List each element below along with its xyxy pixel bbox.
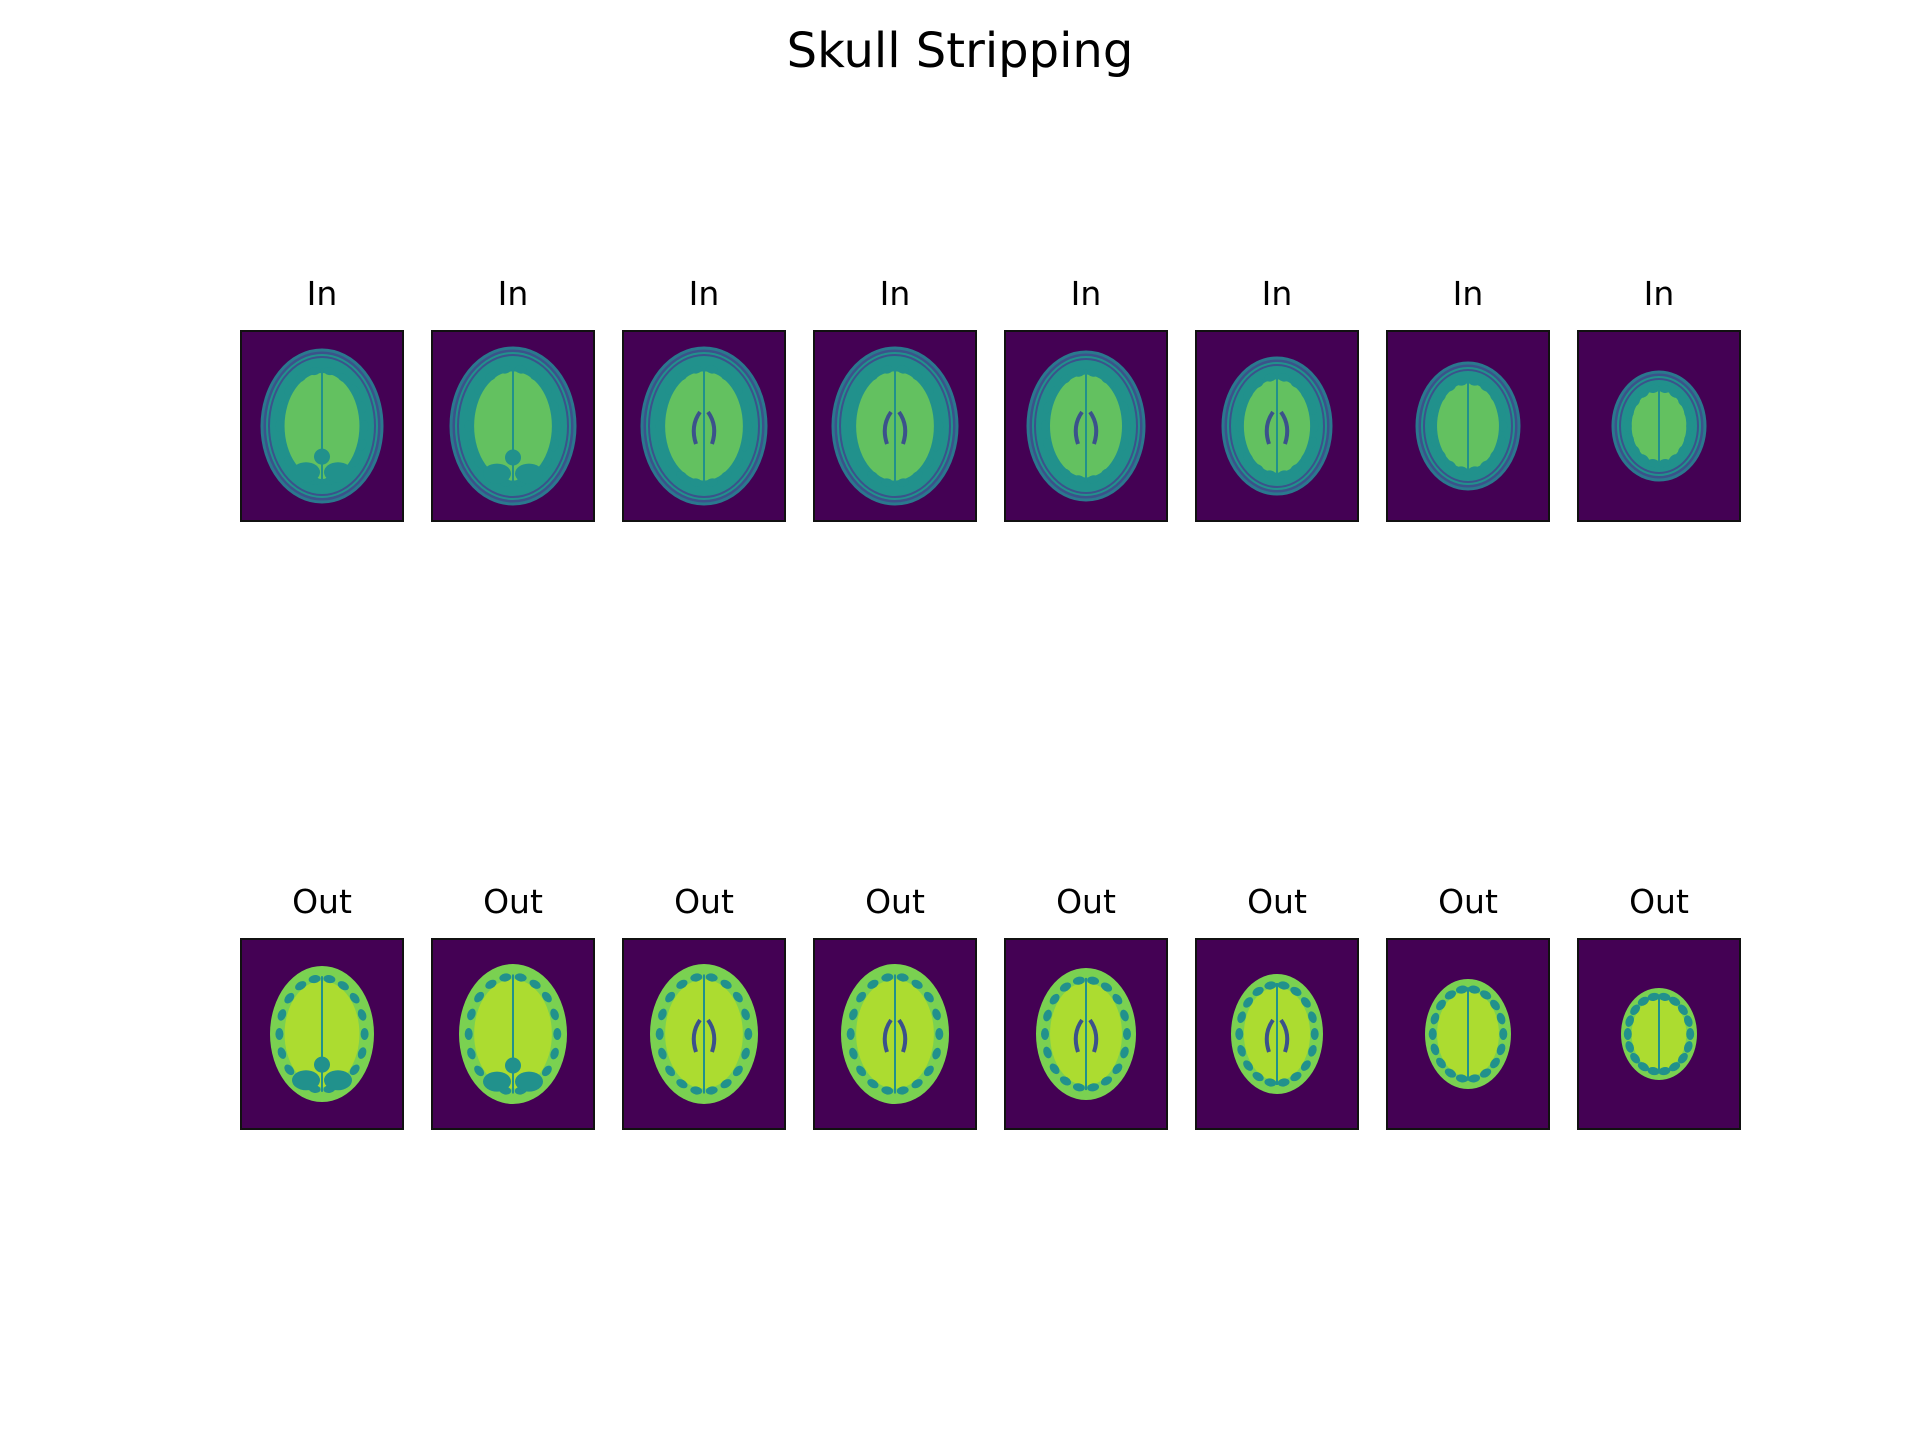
mri-slice-image	[431, 330, 595, 522]
mri-slice-image	[240, 938, 404, 1130]
panel-title: Out	[1056, 882, 1116, 921]
panel-title: Out	[483, 882, 543, 921]
mri-slice-image	[1386, 330, 1550, 522]
brain-slice-graphic	[1621, 988, 1697, 1080]
panel-title: Out	[292, 882, 352, 921]
mri-slice-image	[1195, 938, 1359, 1130]
out-panel-6: Out	[1195, 880, 1359, 1130]
panel-title: In	[1070, 274, 1102, 313]
mri-slice-image	[1577, 938, 1741, 1130]
brain-slice-graphic	[1036, 968, 1136, 1100]
brain-slice-graphic	[831, 346, 959, 506]
brain-slice-graphic	[1231, 974, 1323, 1094]
in-panel-4: In	[813, 272, 977, 522]
in-panel-6: In	[1195, 272, 1359, 522]
panel-title: In	[497, 274, 529, 313]
panel-title: Out	[674, 882, 734, 921]
panel-title: Out	[1247, 882, 1307, 921]
brain-slice-graphic	[260, 348, 384, 504]
output-row: Out Out Out Out Out Out Out Out	[0, 880, 1920, 1130]
panel-title: Out	[865, 882, 925, 921]
mri-slice-image	[431, 938, 595, 1130]
brain-slice-graphic	[841, 964, 949, 1104]
brain-slice-graphic	[1221, 356, 1333, 496]
out-panel-3: Out	[622, 880, 786, 1130]
in-panel-1: In	[240, 272, 404, 522]
mri-slice-image	[1195, 330, 1359, 522]
panel-title: Out	[1629, 882, 1689, 921]
brain-slice-graphic	[1425, 979, 1511, 1089]
panel-title: Out	[1438, 882, 1498, 921]
mri-slice-image	[622, 330, 786, 522]
brain-slice-graphic	[1415, 361, 1521, 491]
in-panel-3: In	[622, 272, 786, 522]
mri-slice-image	[240, 330, 404, 522]
out-panel-1: Out	[240, 880, 404, 1130]
panel-title: In	[306, 274, 338, 313]
out-panel-8: Out	[1577, 880, 1741, 1130]
figure-title: Skull Stripping	[786, 23, 1134, 79]
brain-slice-graphic	[449, 346, 577, 506]
input-row: In In In In In In In In	[0, 272, 1920, 522]
panel-title: In	[1643, 274, 1675, 313]
in-panel-8: In	[1577, 272, 1741, 522]
brain-slice-graphic	[1026, 350, 1146, 502]
panel-title: In	[1261, 274, 1293, 313]
brain-slice-graphic	[270, 966, 374, 1102]
out-panel-7: Out	[1386, 880, 1550, 1130]
out-panel-4: Out	[813, 880, 977, 1130]
out-panel-2: Out	[431, 880, 595, 1130]
brain-slice-graphic	[459, 964, 567, 1104]
mri-slice-image	[1004, 330, 1168, 522]
panel-title: In	[879, 274, 911, 313]
mri-slice-image	[1577, 330, 1741, 522]
out-panel-5: Out	[1004, 880, 1168, 1130]
in-panel-5: In	[1004, 272, 1168, 522]
mri-slice-image	[813, 938, 977, 1130]
brain-slice-graphic	[640, 346, 768, 506]
brain-slice-graphic	[1611, 370, 1707, 482]
mri-slice-image	[622, 938, 786, 1130]
mri-slice-image	[1386, 938, 1550, 1130]
brain-slice-graphic	[650, 964, 758, 1104]
panel-title: In	[1452, 274, 1484, 313]
mri-slice-image	[813, 330, 977, 522]
in-panel-7: In	[1386, 272, 1550, 522]
panel-title: In	[688, 274, 720, 313]
mri-slice-image	[1004, 938, 1168, 1130]
in-panel-2: In	[431, 272, 595, 522]
